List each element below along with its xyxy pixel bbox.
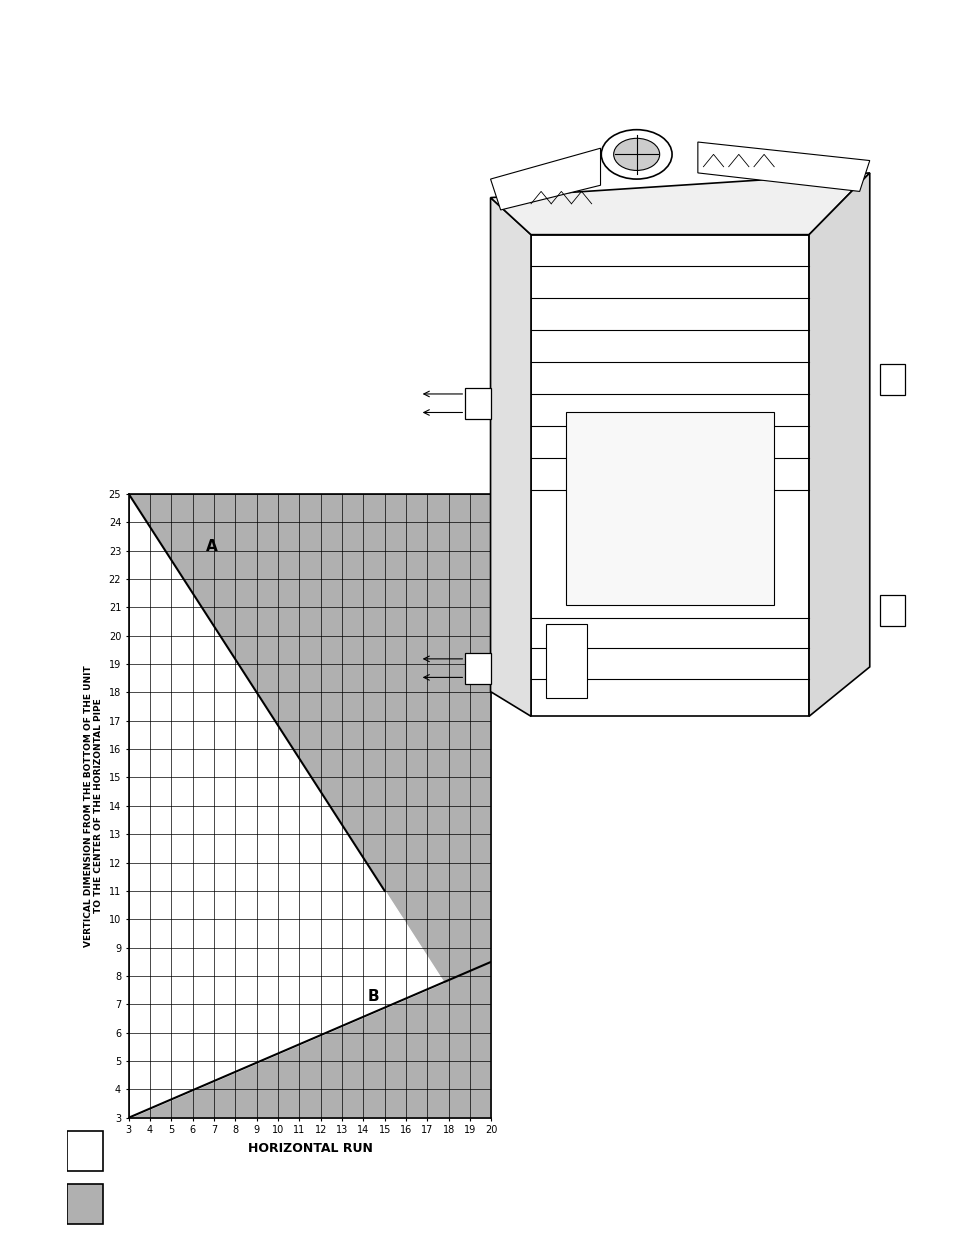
- Bar: [545, 624, 586, 698]
- Text: B: B: [367, 989, 379, 1004]
- Bar: [67, 1183, 103, 1224]
- Ellipse shape: [600, 130, 671, 179]
- Polygon shape: [697, 142, 869, 191]
- X-axis label: HORIZONTAL RUN: HORIZONTAL RUN: [248, 1142, 372, 1155]
- Polygon shape: [490, 148, 599, 210]
- Polygon shape: [490, 173, 869, 235]
- Bar: [465, 652, 490, 684]
- Bar: [465, 388, 490, 419]
- Ellipse shape: [613, 138, 659, 170]
- Bar: [67, 1131, 103, 1171]
- Text: A: A: [205, 538, 217, 553]
- Polygon shape: [490, 198, 531, 716]
- Y-axis label: VERTICAL DIMENSION FROM THE BOTTOM OF THE UNIT
TO THE CENTER OF THE HORIZONTAL P: VERTICAL DIMENSION FROM THE BOTTOM OF TH…: [84, 664, 103, 947]
- Polygon shape: [808, 173, 869, 716]
- Bar: [531, 235, 808, 716]
- Bar: [879, 595, 904, 626]
- Bar: [879, 363, 904, 395]
- Bar: [566, 412, 773, 605]
